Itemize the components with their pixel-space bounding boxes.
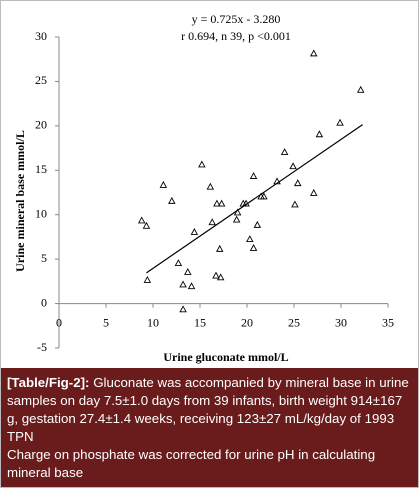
caption: [Table/Fig-2]: Gluconate was accompanied… xyxy=(1,368,418,487)
point xyxy=(309,188,318,196)
x-tick-label: 20 xyxy=(241,315,253,329)
y-tick-label: 20 xyxy=(35,118,47,132)
point xyxy=(168,196,176,204)
point xyxy=(336,118,344,126)
point xyxy=(174,259,183,267)
point xyxy=(212,271,220,279)
point xyxy=(217,199,226,207)
point xyxy=(246,235,254,243)
y-tick-label: 5 xyxy=(41,251,47,265)
point xyxy=(198,160,206,168)
x-axis-label: Urine gluconate mmol/L xyxy=(163,350,288,364)
point xyxy=(309,49,318,57)
caption-label: [Table/Fig-2]: xyxy=(7,375,90,390)
y-tick-label: 15 xyxy=(35,162,47,176)
point xyxy=(260,192,268,200)
point xyxy=(206,182,215,190)
point xyxy=(143,276,152,283)
point xyxy=(273,177,281,185)
point xyxy=(208,218,216,226)
point xyxy=(289,162,297,170)
point xyxy=(249,172,258,179)
y-tick-label: 10 xyxy=(35,206,47,220)
x-tick-label: 25 xyxy=(288,315,300,329)
point xyxy=(291,200,299,208)
chart: y = 0.725x - 3.280 r 0.694, n 39, p <0.0… xyxy=(13,12,394,364)
point xyxy=(159,180,168,188)
point xyxy=(179,280,187,288)
y-tick-label: -5 xyxy=(37,340,47,354)
x-tick-label: 0 xyxy=(56,315,62,329)
trendline xyxy=(146,124,363,274)
point xyxy=(215,244,224,252)
point xyxy=(232,215,241,223)
x-tick-label: 35 xyxy=(382,315,394,329)
point xyxy=(184,268,192,275)
point xyxy=(142,221,151,229)
x-tick-label: 15 xyxy=(194,315,206,329)
chart-title: y = 0.725x - 3.280 xyxy=(192,12,281,26)
point xyxy=(137,216,146,224)
y-tick-label: 25 xyxy=(35,73,47,87)
point xyxy=(249,244,258,251)
caption-text: Gluconate was accompanied by mineral bas… xyxy=(7,375,409,444)
point xyxy=(242,199,250,207)
point xyxy=(233,208,242,216)
x-tick-label: 10 xyxy=(147,315,159,329)
point xyxy=(190,228,199,235)
chart-subtitle: r 0.694, n 39, p <0.001 xyxy=(181,29,291,43)
point xyxy=(280,148,289,155)
point xyxy=(294,179,302,187)
y-tick-label: 30 xyxy=(35,29,47,43)
point xyxy=(187,282,196,290)
point xyxy=(179,305,187,313)
point xyxy=(216,273,225,281)
point xyxy=(213,199,221,207)
caption-note: Charge on phosphate was corrected for ur… xyxy=(7,447,376,480)
y-axis-label: Urine mineral base mmol/L xyxy=(13,130,27,272)
point xyxy=(253,220,262,228)
caption-body: [Table/Fig-2]: Gluconate was accompanied… xyxy=(7,374,412,446)
point xyxy=(315,130,324,138)
point xyxy=(356,85,365,93)
x-tick-label: 30 xyxy=(335,315,347,329)
y-tick-label: 0 xyxy=(41,295,47,309)
x-tick-label: 5 xyxy=(103,315,109,329)
